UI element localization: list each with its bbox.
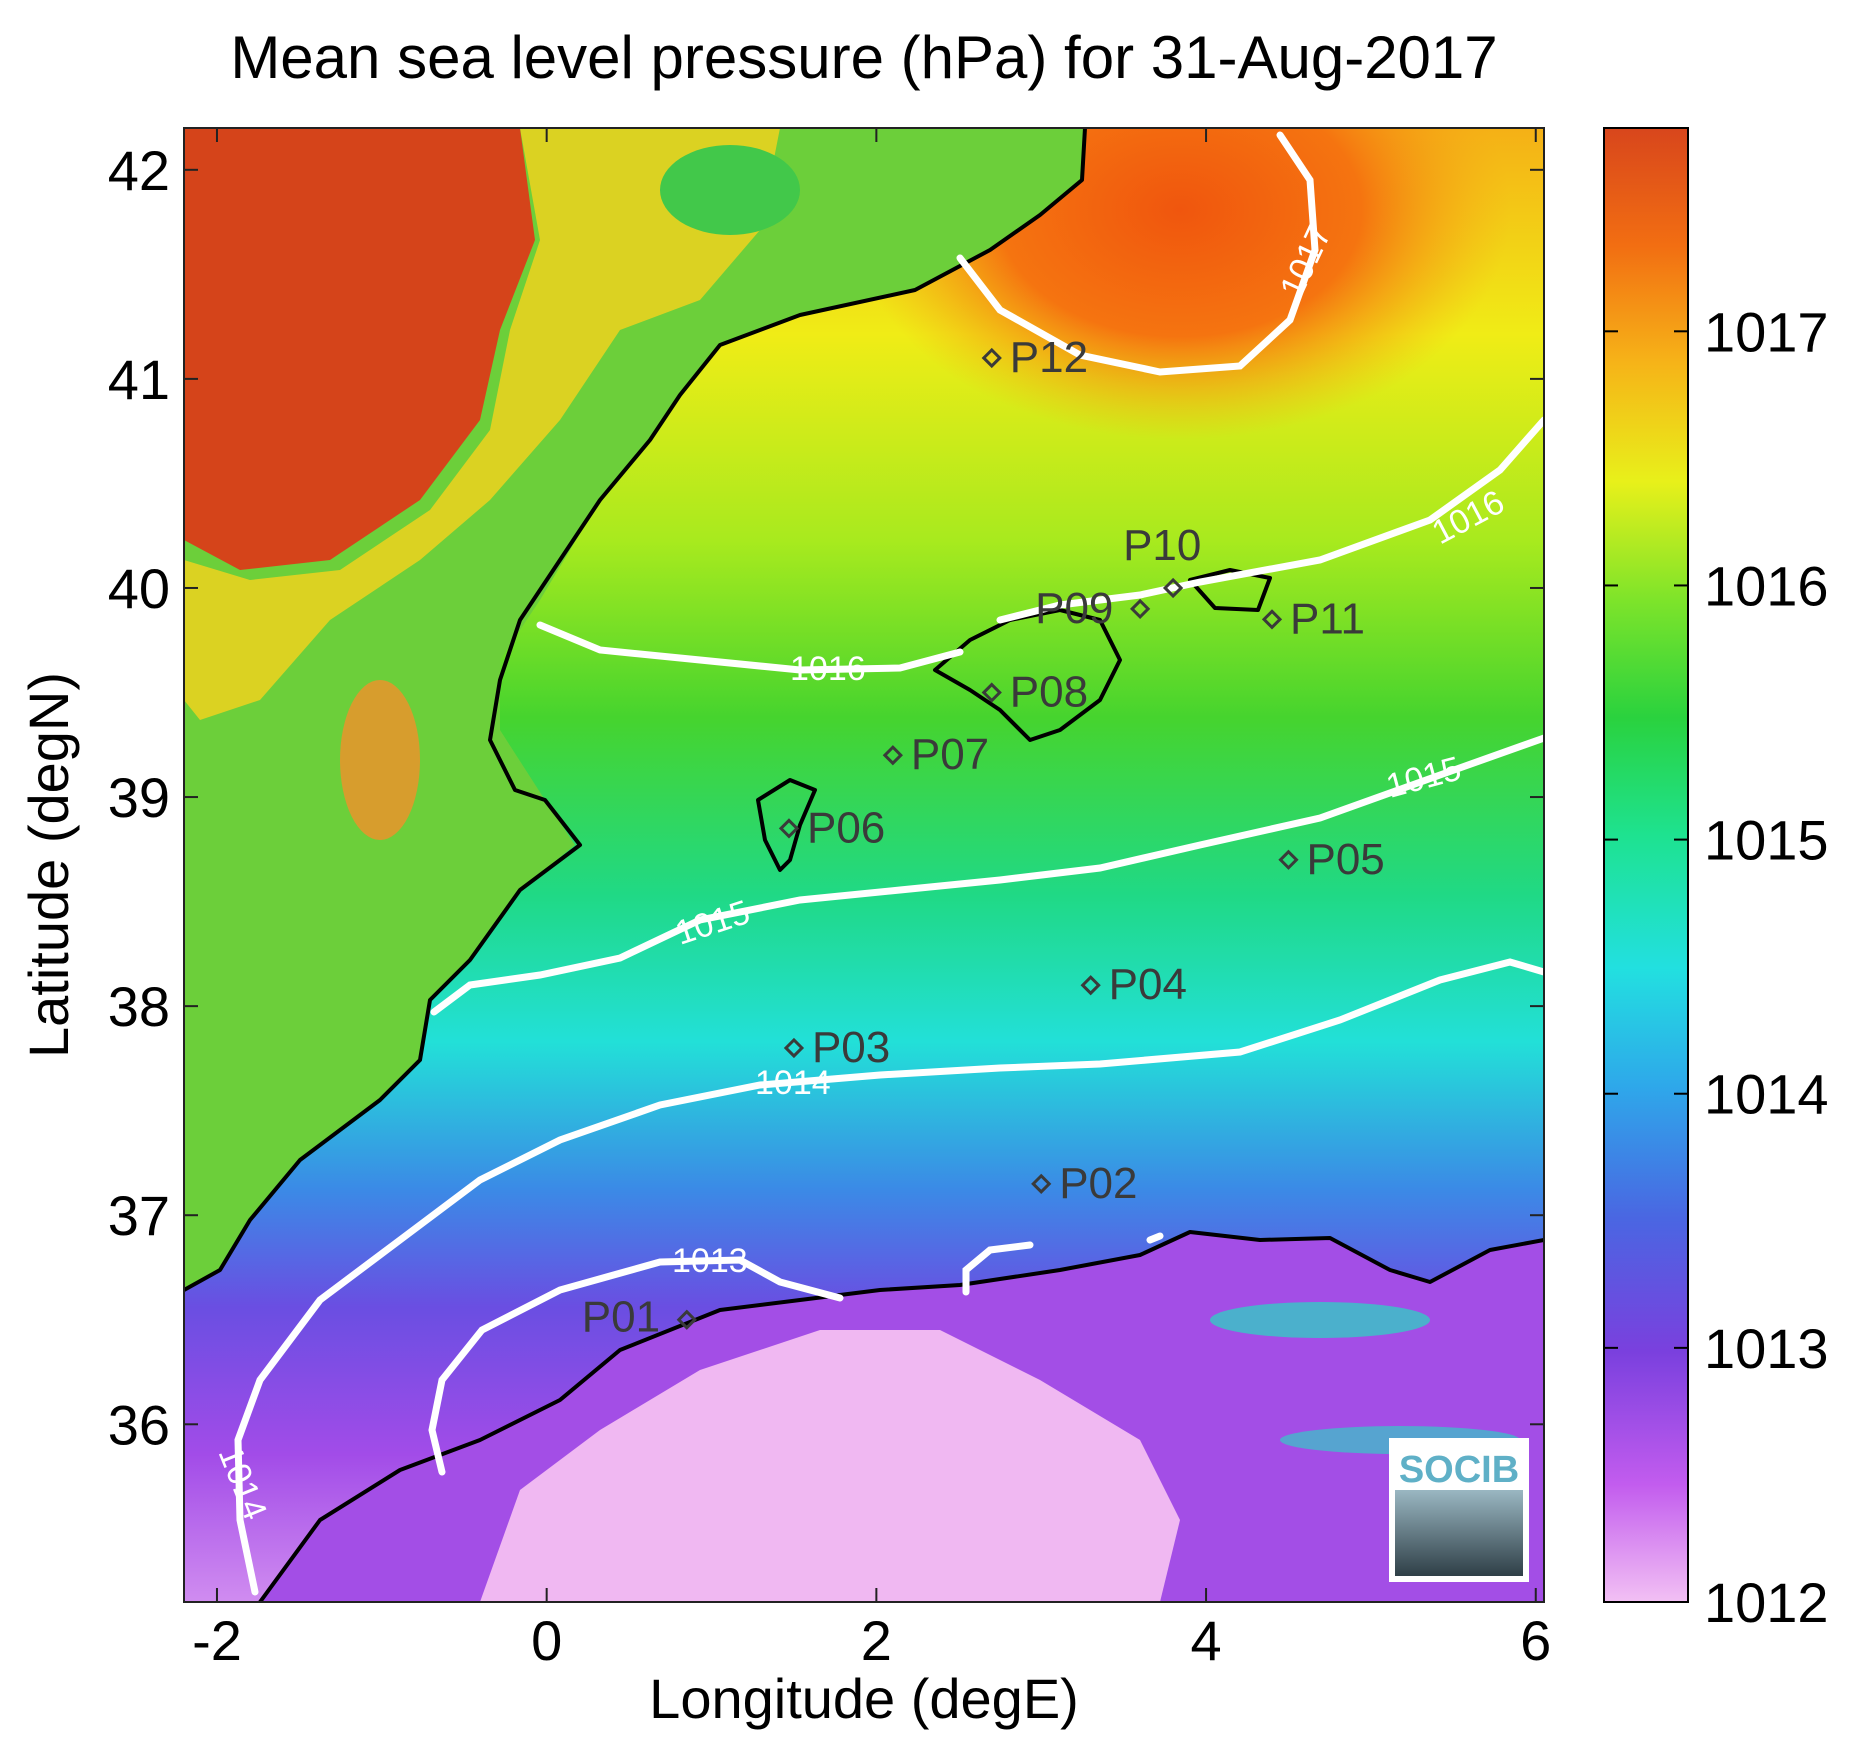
map-area: 1017 1016 1016 1015 1015 1014 1014 1013 … (184, 128, 1544, 1602)
colorbar-tick-label: 1016 (1704, 554, 1829, 617)
isobar-1017 (956, 131, 1319, 376)
x-tick-label: 4 (1190, 1609, 1221, 1672)
station-marker (882, 745, 903, 766)
station-label: P01 (582, 1293, 660, 1342)
x-tick-label: -2 (192, 1609, 242, 1672)
y-axis-ticks: 36 37 38 39 40 41 42 (108, 139, 1544, 1456)
colorbar-ticks: 1012 1013 1014 1015 1016 1017 (1604, 300, 1829, 1634)
station-marker (981, 682, 1002, 703)
map-frame (183, 127, 1545, 1603)
y-axis-label: Latitude (degN) (17, 672, 80, 1058)
colorbar-tick-label: 1013 (1704, 1317, 1829, 1380)
station-marker (1278, 849, 1299, 870)
y-tick-label: 38 (108, 975, 170, 1038)
station-marker (981, 347, 1002, 369)
station-marker (1261, 609, 1283, 630)
colorbar (1603, 127, 1689, 1603)
land-yellow-mountains (184, 128, 780, 720)
isobar-1015 (430, 734, 1544, 1016)
station-label: P10 (1123, 521, 1201, 570)
y-tick-label: 42 (108, 139, 170, 202)
colorbar-tick-label: 1014 (1704, 1063, 1829, 1126)
y-tick-label: 36 (108, 1393, 170, 1456)
station-marker (1080, 975, 1101, 996)
station-label: P04 (1109, 960, 1187, 1009)
isobar-1016 (536, 416, 1544, 674)
y-tick-label: 41 (108, 348, 170, 411)
isobar-label-1013: 1013 (672, 1242, 748, 1280)
station-marker (778, 818, 800, 839)
land-green-patch (660, 145, 800, 235)
station-label: P02 (1059, 1159, 1137, 1208)
station-marker (1162, 577, 1184, 599)
y-tick-label: 39 (108, 766, 170, 829)
colorbar-tick-label: 1012 (1704, 1571, 1829, 1634)
station-marker (783, 1037, 805, 1059)
coastline-iberia (184, 128, 1087, 1292)
station-label: P05 (1306, 835, 1384, 884)
logo-text: SOCIB (1399, 1449, 1519, 1491)
land-high-plateau (184, 128, 535, 570)
station-label: P09 (1035, 584, 1113, 633)
station-label: P07 (911, 730, 989, 779)
isobar-1014 (234, 958, 1544, 1596)
x-axis-ticks: -2 0 2 4 6 (192, 128, 1551, 1672)
station-marker (676, 1309, 697, 1330)
coastline-menorca (1188, 568, 1272, 612)
coastline-north-africa (258, 1230, 1544, 1602)
y-tick-label: 40 (108, 557, 170, 620)
station-marker (1129, 598, 1151, 620)
coastline-mallorca (933, 608, 1122, 742)
x-tick-label: 6 (1520, 1609, 1551, 1672)
x-axis-label: Longitude (degE) (649, 1667, 1079, 1730)
socib-logo: SOCIB (1389, 1438, 1529, 1582)
isobar-label-1014-a: 1014 (755, 1064, 831, 1102)
x-tick-label: 0 (531, 1609, 562, 1672)
station-label: P03 (812, 1023, 890, 1072)
isobar-1013 (428, 1232, 1164, 1476)
station-label: P08 (1010, 668, 1088, 717)
coastline-ibiza (756, 778, 817, 872)
colorbar-tick-label: 1015 (1704, 809, 1829, 872)
station-marker (1031, 1173, 1052, 1194)
colorbar-tick-label: 1017 (1704, 300, 1829, 363)
station-label: P12 (1010, 333, 1088, 382)
land-orange-spots (340, 680, 420, 840)
chart-title: Mean sea level pressure (hPa) for 31-Aug… (230, 24, 1497, 91)
station-label: P11 (1290, 594, 1365, 643)
station-label: P06 (807, 803, 885, 852)
land-cyan-streaks (1210, 1302, 1430, 1338)
x-tick-label: 2 (861, 1609, 892, 1672)
land-lowest-pressure (480, 1330, 1180, 1602)
isobar-label-1016-a: 1016 (790, 650, 866, 688)
y-tick-label: 37 (108, 1184, 170, 1247)
